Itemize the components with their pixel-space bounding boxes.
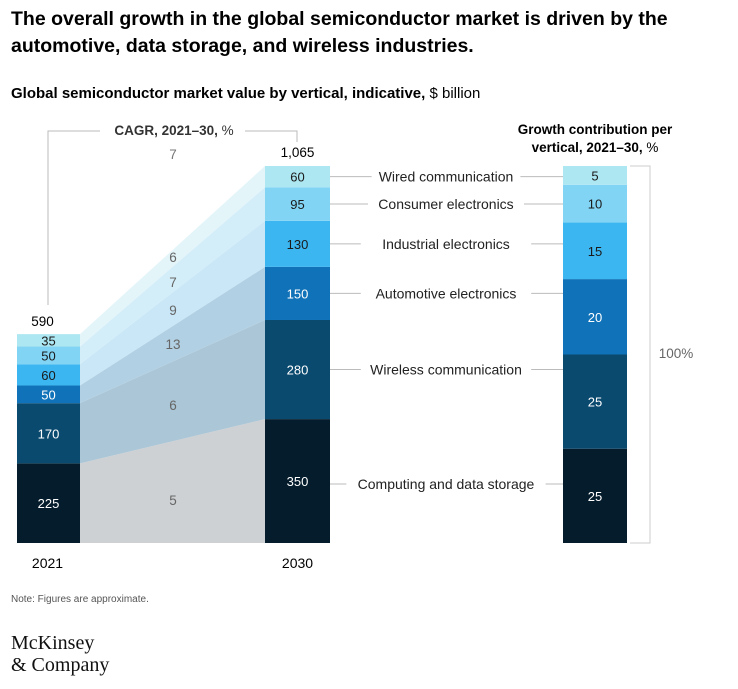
contribution-label-wired: 5: [591, 168, 598, 183]
logo-line1: McKinsey: [11, 632, 95, 654]
bar-2021-industrial: [17, 364, 80, 386]
x-tick-2021: 2021: [32, 555, 63, 571]
bar-2030-automotive: [265, 266, 330, 320]
bar-2030-wireless: [265, 319, 330, 420]
cagr-wireless: 6: [169, 398, 177, 413]
contribution-label-computing: 25: [588, 489, 602, 504]
vertical-label-industrial: Industrial electronics: [382, 236, 510, 252]
contribution-total-label: 100%: [659, 346, 694, 361]
band-computing: [80, 419, 265, 543]
cagr-wired: 6: [169, 250, 177, 265]
band-wired: [80, 166, 265, 347]
band-industrial: [80, 220, 265, 386]
bar-label-2030-industrial: 130: [287, 237, 309, 252]
total-bracket: [630, 165, 651, 544]
vertical-label-wireless: Wireless communication: [370, 362, 522, 378]
bar-2021-consumer: [17, 346, 80, 365]
vertical-label-computing: Computing and data storage: [358, 476, 535, 492]
cagr-bracket-right: [245, 130, 298, 142]
total-2021: 590: [31, 314, 54, 329]
band-automotive: [80, 266, 265, 404]
chart-subtitle: Global semiconductor market value by ver…: [11, 85, 480, 102]
contribution-label-industrial: 15: [588, 244, 602, 259]
band-wireless: [80, 319, 265, 464]
contribution-wireless: [563, 354, 627, 449]
bar-2030-consumer: [265, 187, 330, 221]
footnote: Note: Figures are approximate.: [11, 594, 149, 605]
subtitle-bold: Global semiconductor market value by ver…: [11, 85, 426, 102]
contribution-label-automotive: 20: [588, 310, 602, 325]
bar-2021-wired: [17, 334, 80, 347]
vertical-label-consumer: Consumer electronics: [378, 196, 513, 212]
bar-label-2021-industrial: 60: [41, 368, 55, 383]
bar-2021-computing: [17, 463, 80, 543]
bar-2021-wireless: [17, 403, 80, 464]
contribution-automotive: [563, 279, 627, 355]
cagr-industrial: 9: [169, 303, 177, 318]
bar-label-2030-consumer: 95: [290, 197, 304, 212]
bar-label-2030-wireless: 280: [287, 363, 309, 378]
bar-2030-industrial: [265, 220, 330, 267]
bar-2030-wired: [265, 166, 330, 188]
cagr-computing: 5: [169, 493, 177, 508]
contribution-label-wireless: 25: [588, 395, 602, 410]
cagr-consumer: 7: [169, 275, 177, 290]
bar-label-2021-wireless: 170: [38, 426, 60, 441]
bar-label-2021-automotive: 50: [41, 387, 55, 402]
subtitle-unit: $ billion: [429, 85, 481, 102]
contribution-wired: [563, 166, 627, 185]
vertical-label-automotive: Automotive electronics: [376, 285, 517, 301]
bar-label-2021-consumer: 50: [41, 348, 55, 363]
contribution-industrial: [563, 222, 627, 280]
contribution-label-consumer: 10: [588, 197, 602, 212]
bar-label-2021-computing: 225: [38, 496, 60, 511]
cagr-bracket-left: [47, 130, 100, 305]
bar-label-2030-wired: 60: [290, 170, 304, 185]
total-2030: 1,065: [281, 145, 315, 160]
contribution-consumer: [563, 184, 627, 223]
bar-label-2021-wired: 35: [41, 333, 55, 348]
band-consumer: [80, 187, 265, 365]
contribution-computing: [563, 448, 627, 543]
mckinsey-logo: McKinsey & Company: [11, 632, 109, 676]
bar-2021-automotive: [17, 385, 80, 404]
bar-label-2030-automotive: 150: [287, 286, 309, 301]
headline: The overall growth in the global semicon…: [11, 8, 668, 57]
bar-2030-computing: [265, 419, 330, 543]
cagr-label: CAGR, 2021–30, %: [114, 123, 233, 138]
contribution-title-line1: Growth contribution per: [518, 122, 673, 137]
cagr-automotive: 13: [165, 337, 180, 352]
x-tick-2030: 2030: [282, 555, 313, 571]
cagr-total: 7: [169, 147, 177, 162]
bar-label-2030-computing: 350: [287, 474, 309, 489]
vertical-label-wired: Wired communication: [379, 169, 514, 185]
contribution-title-line2: vertical, 2021–30, %: [532, 140, 659, 155]
logo-line2: & Company: [11, 654, 110, 676]
